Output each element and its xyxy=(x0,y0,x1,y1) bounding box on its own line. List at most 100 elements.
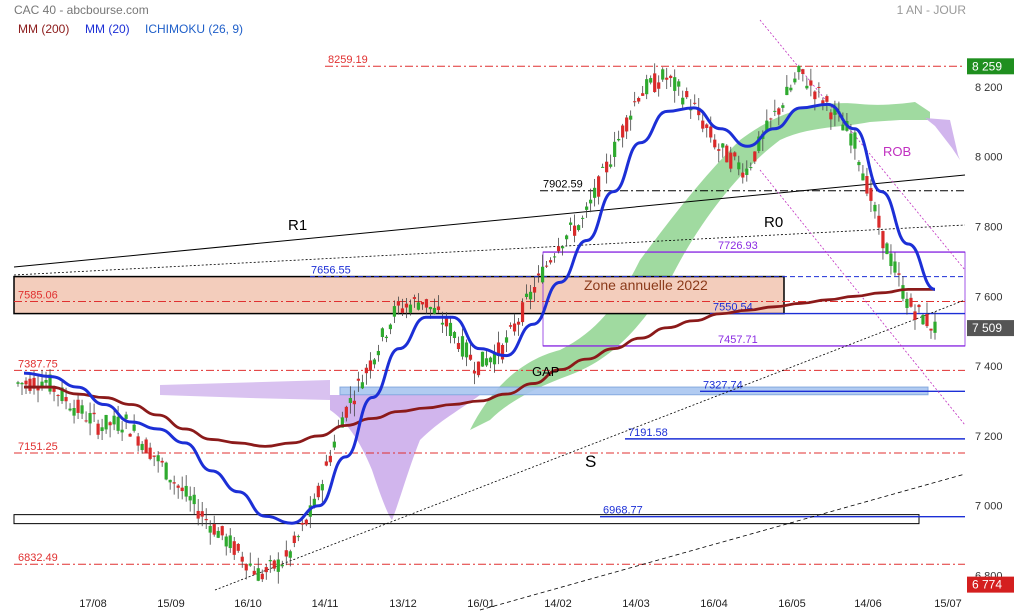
candle-body-169 xyxy=(693,102,697,104)
candle-body-20 xyxy=(96,423,100,435)
candle-body-49 xyxy=(212,524,216,535)
candle-body-222 xyxy=(905,298,909,308)
annotation-zone-annuelle-2022: Zone annuelle 2022 xyxy=(584,277,708,293)
candle-body-223 xyxy=(909,297,913,307)
candle-body-39 xyxy=(172,482,176,484)
annotation-r1: R1 xyxy=(288,217,307,234)
candle-body-29 xyxy=(132,424,136,431)
candle-body-107 xyxy=(444,316,449,327)
candle-body-215 xyxy=(877,215,881,228)
ytick-label-7: 8 200 xyxy=(975,82,1003,94)
legend-mm200[interactable]: MM (200) xyxy=(18,22,70,36)
candle-body-41 xyxy=(180,487,184,492)
candle-body-188 xyxy=(769,118,773,120)
candle-body-97 xyxy=(404,303,409,308)
candle-body-3 xyxy=(28,378,32,391)
cloud-bullish xyxy=(470,102,930,430)
candle-body-18 xyxy=(88,413,92,424)
candle-body-90 xyxy=(376,350,380,356)
candle-body-209 xyxy=(853,132,857,149)
level-label-10: 7151.25 xyxy=(18,441,58,453)
candle-body-158 xyxy=(649,78,653,83)
candle-body-143 xyxy=(589,199,593,204)
candle-body-109 xyxy=(452,332,457,339)
candle-body-127 xyxy=(524,293,529,297)
candle-body-123 xyxy=(508,325,513,327)
candle-body-70 xyxy=(296,536,300,538)
candle-body-217 xyxy=(885,243,889,255)
xtick-label-7: 14/03 xyxy=(622,598,650,610)
xtick-label-0: 17/08 xyxy=(79,598,107,610)
annotations-layer: R1 R0 S GAP ROB Zone annuelle 2022 xyxy=(288,144,911,471)
candle-body-196 xyxy=(801,69,805,74)
candle-body-64 xyxy=(272,560,276,569)
series-line-mm200 xyxy=(24,287,935,448)
candle-body-197 xyxy=(805,85,809,89)
candle-body-135 xyxy=(556,246,561,252)
candle-body-155 xyxy=(637,97,641,102)
candle-body-56 xyxy=(240,556,244,562)
ytick-label-5: 7 800 xyxy=(975,222,1003,234)
candle-body-193 xyxy=(789,87,793,91)
candle-body-67 xyxy=(284,550,288,557)
candle-body-21 xyxy=(100,427,104,432)
channel-lower xyxy=(759,169,966,426)
candle-body-32 xyxy=(144,439,148,454)
candle-body-182 xyxy=(745,168,749,175)
candle-body-226 xyxy=(921,314,925,325)
candle-body-146 xyxy=(601,166,605,168)
candle-body-170 xyxy=(697,107,701,116)
candle-body-83 xyxy=(348,397,352,403)
candle-body-183 xyxy=(749,167,753,169)
candle-body-198 xyxy=(809,80,813,86)
trendlines-layer xyxy=(13,19,966,611)
candle-body-191 xyxy=(781,105,785,108)
candle-body-187 xyxy=(765,120,769,132)
candle-body-133 xyxy=(548,260,553,263)
badge-last-bg xyxy=(967,320,1014,337)
candle-body-77 xyxy=(324,461,328,466)
candle-body-194 xyxy=(793,78,797,83)
candle-body-79 xyxy=(332,441,336,448)
candle-body-132 xyxy=(544,265,549,267)
candle-body-24 xyxy=(112,415,116,425)
annotation-s: S xyxy=(585,452,596,471)
annotation-gap: GAP xyxy=(532,364,559,379)
candle-body-28 xyxy=(128,433,132,437)
candle-body-34 xyxy=(152,455,156,457)
candle-body-111 xyxy=(460,336,465,357)
candle-body-44 xyxy=(192,494,196,505)
candle-body-151 xyxy=(621,125,625,138)
candle-body-31 xyxy=(140,443,144,451)
candle-body-195 xyxy=(797,65,801,73)
candle-body-199 xyxy=(813,91,817,100)
candle-body-22 xyxy=(104,414,108,430)
cloud-bearish-0 xyxy=(160,380,330,400)
candle-body-102 xyxy=(424,299,429,308)
cloud-bearish-2 xyxy=(925,118,960,160)
candle-body-62 xyxy=(264,567,268,573)
candle-body-140 xyxy=(577,225,581,231)
candle-body-165 xyxy=(677,81,681,87)
legend-mm20[interactable]: MM (20) xyxy=(85,22,130,36)
cloud-bearish-1 xyxy=(330,395,480,520)
level-label-7: 7387.75 xyxy=(18,358,58,370)
ytick-label-4: 7 600 xyxy=(975,291,1003,303)
candle-body-25 xyxy=(116,416,120,431)
ytick-label-2: 7 200 xyxy=(975,431,1003,443)
candle-body-105 xyxy=(436,306,441,311)
candle-body-4 xyxy=(32,377,36,389)
candle-body-177 xyxy=(725,145,729,163)
candle-body-147 xyxy=(605,161,609,173)
candle-body-40 xyxy=(176,485,180,488)
level-label-3: 7656.55 xyxy=(311,265,351,277)
legend-ichimoku[interactable]: ICHIMOKU (26, 9) xyxy=(145,22,244,36)
candle-body-47 xyxy=(204,518,208,521)
candle-body-43 xyxy=(188,496,192,501)
candle-body-141 xyxy=(581,217,585,219)
candle-body-1 xyxy=(20,382,24,385)
candle-body-53 xyxy=(228,535,232,549)
candle-body-86 xyxy=(360,382,364,389)
